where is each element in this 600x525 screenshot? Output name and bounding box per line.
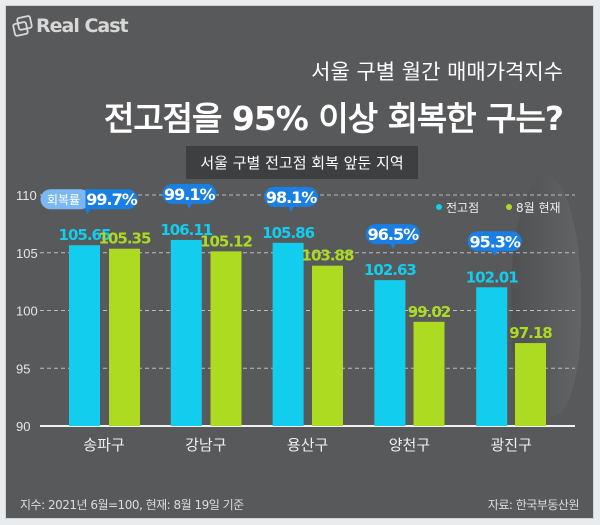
data-label-peak: 105.65 [59, 226, 111, 244]
bar-peak [374, 280, 406, 426]
recovery-badge-value: 99.1% [164, 185, 215, 204]
recovery-badge-value: 95.3% [469, 232, 520, 251]
recovery-badge-edge [85, 189, 98, 210]
badge-pointer [288, 205, 295, 212]
chart-title: 서울 구별 전고점 회복 앞둔 지역 [186, 146, 418, 179]
recovery-badge-value: 99.7% [86, 190, 137, 209]
bar-peak [69, 245, 100, 426]
category-label: 강남구 [185, 436, 226, 454]
logo-text: Real Cast [36, 15, 129, 37]
y-tick-label: 110 [16, 188, 37, 203]
legend-marker-current [506, 204, 512, 210]
bar-current [210, 251, 242, 426]
badge-pointer [84, 208, 91, 215]
data-label-current: 97.18 [509, 324, 552, 342]
bar-peak [476, 287, 508, 426]
data-label-current: 99.02 [408, 303, 451, 321]
data-label-current: 103.88 [302, 247, 354, 265]
badge-pointer [389, 243, 396, 250]
recovery-badge [264, 186, 319, 207]
recovery-badge-value: 98.1% [266, 188, 317, 207]
data-label-peak: 106.11 [160, 221, 212, 239]
data-label-current: 105.35 [99, 230, 151, 248]
recovery-badge [162, 183, 217, 204]
bar-peak [272, 242, 304, 426]
subtitle: 서울 구별 월간 매매가격지수 [311, 60, 563, 84]
recovery-rate-label: 회복률 [47, 193, 80, 207]
data-label-current: 105.12 [200, 232, 252, 250]
logo-icon [12, 15, 33, 37]
y-tick-label: 100 [16, 304, 38, 319]
data-label-peak: 102.63 [364, 261, 416, 279]
badge-pointer [186, 202, 193, 209]
data-label-peak: 105.86 [262, 224, 314, 242]
data-label-peak: 102.01 [466, 268, 518, 286]
y-tick-label: 95 [16, 361, 30, 376]
y-tick-label: 90 [16, 419, 30, 434]
bar-peak [170, 239, 202, 426]
y-tick-label: 105 [16, 246, 38, 261]
bar-current [413, 321, 445, 426]
recovery-badge-value: 96.5% [368, 225, 419, 244]
recovery-badge [85, 189, 138, 210]
brand-logo: Real Cast [12, 15, 129, 37]
page-title: 전고점을 95% 이상 회복한 구는? [103, 99, 564, 138]
category-label: 광진구 [490, 436, 531, 454]
bar-current [515, 343, 546, 426]
recovery-badge [365, 224, 420, 245]
footnote: 지수: 2021년 6월=100, 현재: 8월 19일 기준 [20, 498, 244, 512]
bar-current [109, 248, 140, 426]
legend-label-current: 8월 현재 [516, 201, 561, 215]
recovery-badge [467, 231, 522, 252]
category-label: 송파구 [83, 436, 124, 454]
legend-label-peak: 전고점 [446, 201, 479, 215]
badge-pointer [491, 250, 498, 257]
category-label: 용산구 [287, 436, 328, 454]
recovery-rate-label-bg [40, 189, 91, 210]
bar-current [312, 265, 343, 426]
legend-marker-peak [436, 204, 442, 210]
source-note: 자료: 한국부동산원 [487, 498, 580, 512]
category-label: 양천구 [389, 436, 430, 454]
